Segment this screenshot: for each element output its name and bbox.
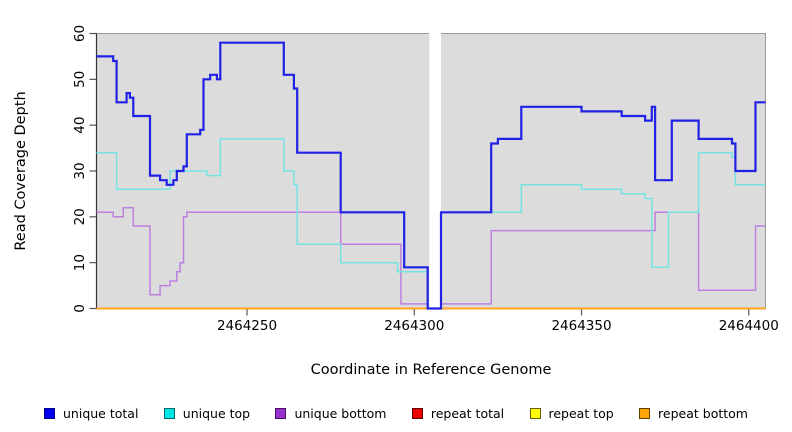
legend-item-unique-top: unique top [163,405,251,421]
y-tick-label: 10 [72,254,88,271]
legend-item-label: repeat top [548,405,614,421]
legend: unique total unique top unique bottom repea… [0,401,792,425]
legend-swatch-icon [529,407,541,419]
y-tick-label: 50 [72,71,88,88]
legend-swatch-icon [411,407,423,419]
legend-item-label: unique top [182,405,251,421]
y-tick-label: 0 [72,304,88,313]
legend-item-label: repeat bottom [658,405,748,421]
unique-total-line [96,41,766,310]
x-tick-label: 2464400 [719,318,779,334]
x-axis-title: Coordinate in Reference Genome [310,362,552,378]
y-tick-label: 20 [72,208,88,225]
y-tick-label: 60 [72,25,88,42]
legend-item-label: repeat total [430,405,505,421]
legend-item-repeat-total: repeat total [411,405,505,421]
y-axis-title: Read Coverage Depth [13,91,29,251]
legend-item-unique-total: unique total [44,406,138,421]
legend-swatch-icon [639,407,651,419]
legend-swatch-icon [275,407,287,419]
legend-item-label: unique bottom [294,405,387,421]
y-tick-label: 30 [72,162,88,179]
unique-bottom-line [96,206,766,310]
legend-swatch-icon [44,407,55,419]
no-data-gap [429,33,442,309]
x-tick-label: 2464300 [384,318,444,334]
x-tick-label: 2464350 [551,318,611,334]
legend-item-unique-bottom: unique bottom [275,405,387,421]
legend-item-repeat-top: repeat top [529,405,614,421]
legend-item-label: unique total [63,405,139,421]
legend-item-repeat-bottom: repeat bottom [639,406,748,421]
legend-swatch-icon [163,407,175,419]
x-tick-label: 2464250 [217,318,277,334]
y-tick-label: 40 [72,117,88,134]
